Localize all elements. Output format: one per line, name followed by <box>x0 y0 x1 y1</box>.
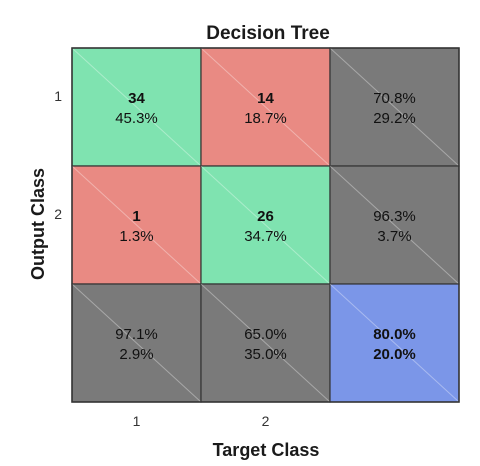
overall-accuracy: 80.0% 20.0% <box>329 283 460 403</box>
x-tick-label: 1 <box>133 413 141 429</box>
cell-1-1-bottom-value: 45.3% <box>115 110 158 127</box>
column-summary-2-top-value: 65.0% <box>244 326 287 343</box>
cell-2-2-top-value: 26 <box>257 208 274 225</box>
cell-2-2-bottom-value: 34.7% <box>244 228 287 245</box>
column-summary-1-top-value: 97.1% <box>115 326 158 343</box>
cell-1-2: 14 18.7% <box>200 47 331 167</box>
row-summary-1-top-value: 70.8% <box>373 90 416 107</box>
column-summary-1-diagonal <box>71 283 202 403</box>
cell-1-2-bottom-value: 18.7% <box>244 110 287 127</box>
cell-2-1: 1 1.3% <box>71 165 202 285</box>
x-tick-label: 2 <box>262 413 270 429</box>
overall-accuracy-bottom-value: 20.0% <box>373 346 416 363</box>
row-summary-1-background <box>329 47 460 167</box>
row-summary-1-diagonal <box>329 47 460 167</box>
cell-2-2-diagonal <box>200 165 331 285</box>
row-summary-2-background <box>329 165 460 285</box>
cell-2-2-background <box>200 165 331 285</box>
cell-1-2-diagonal <box>200 47 331 167</box>
overall-accuracy-diagonal <box>329 283 460 403</box>
cell-2-1-bottom-value: 1.3% <box>119 228 153 245</box>
column-summary-2: 65.0% 35.0% <box>200 283 331 403</box>
chart-title: Decision Tree <box>206 23 330 44</box>
column-summary-2-bottom-value: 35.0% <box>244 346 287 363</box>
row-summary-2-diagonal <box>329 165 460 285</box>
cell-1-1: 34 45.3% <box>71 47 202 167</box>
cell-1-2-background <box>200 47 331 167</box>
column-summary-1-background <box>71 283 202 403</box>
row-summary-2: 96.3% 3.7% <box>329 165 460 285</box>
overall-accuracy-top-value: 80.0% <box>373 326 416 343</box>
y-axis-label: Output Class <box>28 168 48 280</box>
column-summary-1: 97.1% 2.9% <box>71 283 202 403</box>
row-summary-2-bottom-value: 3.7% <box>377 228 411 245</box>
cell-2-2: 26 34.7% <box>200 165 331 285</box>
row-summary-1-bottom-value: 29.2% <box>373 110 416 127</box>
cell-2-1-diagonal <box>71 165 202 285</box>
row-summary-1: 70.8% 29.2% <box>329 47 460 167</box>
y-tick-label: 2 <box>54 206 62 222</box>
cell-1-2-top-value: 14 <box>257 90 274 107</box>
cell-1-1-background <box>71 47 202 167</box>
column-summary-2-diagonal <box>200 283 331 403</box>
column-summary-1-bottom-value: 2.9% <box>119 346 153 363</box>
row-summary-2-top-value: 96.3% <box>373 208 416 225</box>
cell-1-1-diagonal <box>71 47 202 167</box>
axis-ticks: 1 2 1 2 <box>54 88 269 429</box>
x-axis-label: Target Class <box>213 440 320 460</box>
cell-2-1-top-value: 1 <box>132 208 140 225</box>
y-tick-label: 1 <box>54 88 62 104</box>
column-summary-2-background <box>200 283 331 403</box>
matrix-cells: 34 45.3% 14 18.7% 1 1.3% 26 34.7% 70.8% 29.2% 96.3… <box>71 47 460 403</box>
cell-1-1-top-value: 34 <box>128 90 145 107</box>
matrix-border <box>71 47 460 403</box>
